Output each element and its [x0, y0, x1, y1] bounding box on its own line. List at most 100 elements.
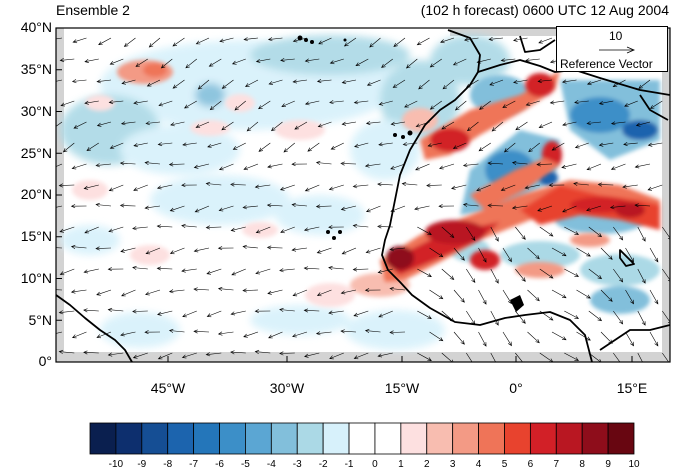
wind-vector [341, 247, 357, 255]
wind-vector [429, 247, 444, 258]
wind-vector [564, 226, 580, 235]
wind-vector [429, 331, 444, 342]
wind-vector [304, 352, 320, 358]
wind-vector [268, 331, 283, 339]
wind-vector [168, 328, 185, 333]
wind-vector [377, 268, 393, 274]
wind-vector [588, 310, 603, 322]
wind-vector [515, 310, 526, 324]
lon-label: 0° [509, 380, 523, 396]
wind-vector [208, 58, 222, 67]
plot-title: Ensemble 2 [56, 2, 130, 18]
gulf-of-guinea-east [599, 324, 670, 351]
wind-vector [343, 37, 357, 47]
colorbar-label: 6 [527, 459, 534, 470]
wind-vector [183, 100, 197, 109]
wind-vector [123, 37, 136, 47]
wind-vector [95, 202, 112, 207]
wind-vector [267, 163, 283, 169]
wind-vector [181, 223, 197, 228]
colorbar-cell [245, 422, 272, 455]
lon-ticks [167, 356, 633, 362]
wind-vector [182, 310, 197, 318]
wind-vector [392, 79, 406, 88]
wind-vector [59, 226, 75, 233]
wind-vector [551, 289, 567, 299]
wind-vector [157, 310, 173, 316]
wind-vector [613, 226, 624, 241]
wind-vector [452, 58, 467, 66]
wind-vector [634, 163, 651, 169]
wind-vector [453, 289, 465, 303]
iberia-coast [519, 35, 556, 53]
wind-vector [515, 352, 525, 362]
wind-vector [193, 287, 210, 292]
wind-vector [588, 352, 602, 362]
wind-vector [537, 205, 553, 212]
wind-vector [197, 79, 210, 90]
wind-vector [234, 100, 246, 111]
lat-label: 15°N [20, 228, 52, 244]
wind-vector [107, 267, 124, 272]
wind-vector [466, 226, 476, 241]
wind-vector [266, 203, 283, 208]
wind-vector [462, 163, 479, 168]
colorbar-cell [581, 422, 609, 455]
wind-vector [59, 268, 75, 276]
colorbar-cell [607, 422, 635, 455]
colorbar [89, 422, 635, 455]
colorbar-cell [193, 422, 220, 455]
wind-vector [588, 226, 603, 238]
wind-vector [551, 331, 567, 341]
wind-vector [502, 289, 512, 305]
wind-vector [169, 205, 185, 212]
wind-vector [230, 226, 246, 232]
wind-vector [73, 121, 87, 129]
wind-vector [279, 184, 295, 191]
wind-vector [464, 37, 479, 42]
colorbar-cell [529, 422, 557, 455]
reference-arrow-icon [599, 46, 636, 54]
wind-vector [185, 58, 197, 69]
wind-vector [156, 266, 173, 271]
wind-vector [195, 121, 210, 128]
wind-vector [609, 205, 626, 210]
wind-vector [489, 79, 504, 86]
wind-vector [586, 163, 602, 171]
wind-vector [340, 161, 357, 166]
colorbar-label: -8 [163, 459, 173, 470]
wind-vector [266, 245, 283, 250]
colorbar-label: -2 [318, 459, 328, 470]
wind-vector [539, 310, 554, 321]
wind-vector [649, 247, 659, 263]
wind-vector [315, 160, 332, 165]
lake-chad [619, 249, 635, 267]
wind-vector [329, 58, 344, 65]
wind-vector [402, 142, 418, 147]
wind-vector [478, 331, 487, 347]
wind-vector [441, 226, 455, 238]
wind-vector [132, 352, 148, 359]
wind-vector [551, 247, 567, 257]
wind-vector [195, 37, 210, 45]
wind-vector [96, 331, 112, 339]
wind-vector [96, 79, 112, 84]
wind-vector [500, 58, 516, 63]
wind-vector [181, 352, 197, 359]
wind-vector [56, 163, 63, 167]
wind-vector [634, 203, 651, 208]
wind-vector [340, 289, 357, 295]
wind-vector [315, 331, 332, 336]
colorbar-label: 4 [475, 459, 482, 470]
wind-vector [366, 79, 381, 86]
wind-vector [292, 331, 308, 338]
wind-vector [490, 310, 499, 326]
wind-vector [573, 181, 589, 186]
wind-vector [426, 183, 442, 188]
colorbar-label: -5 [240, 459, 250, 470]
colorbar-cell [115, 422, 143, 455]
wind-vector [258, 142, 271, 152]
wind-vector [637, 310, 646, 326]
wind-vector [83, 184, 99, 190]
wind-vector [503, 142, 516, 153]
